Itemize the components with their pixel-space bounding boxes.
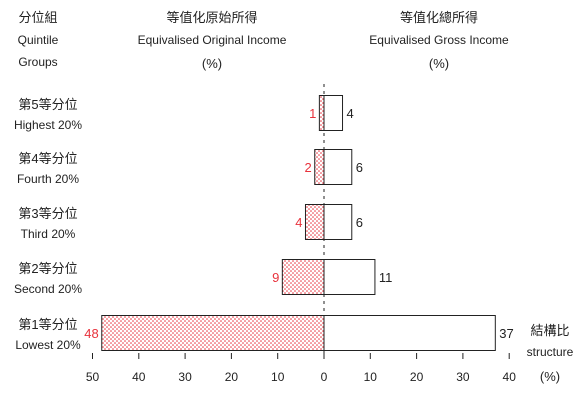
x-tick-label: 40 — [503, 370, 517, 384]
bar-gross-income — [323, 259, 376, 295]
axis-note-en: structure — [527, 345, 574, 359]
x-tick-label: 40 — [132, 370, 146, 384]
value-label-original-income: 4 — [295, 215, 302, 230]
category-header-en-2: Groups — [18, 55, 57, 69]
series-right-title-en: Equivalised Gross Income — [369, 33, 509, 47]
category-labels: 第5等分位 Highest 20% 第4等分位 Fourth 20% 第3等分位 Thir… — [14, 97, 82, 352]
x-tick-label: 0 — [321, 370, 328, 384]
category-label-en: Second 20% — [14, 282, 82, 296]
bar-original-income — [281, 259, 325, 295]
value-labels: 1 4 2 6 4 6 9 11 48 37 — [84, 106, 513, 341]
bar-gross-income — [323, 95, 344, 131]
x-tick-label: 50 — [86, 370, 100, 384]
series-left-title-en: Equivalised Original Income — [138, 33, 287, 47]
series-right-unit: (%) — [429, 56, 449, 71]
x-tick-label: 10 — [364, 370, 378, 384]
axis-note-zh: 結構比 — [530, 323, 569, 338]
x-tick-label: 10 — [271, 370, 285, 384]
axis-note-unit: (%) — [540, 369, 560, 384]
value-label-original-income: 1 — [309, 106, 316, 121]
category-label-en: Highest 20% — [14, 118, 82, 132]
value-label-gross-income: 6 — [356, 215, 363, 230]
value-label-gross-income: 6 — [356, 160, 363, 175]
category-label-zh: 第4等分位 — [18, 151, 77, 166]
value-label-gross-income: 11 — [379, 270, 393, 285]
category-label-zh: 第5等分位 — [18, 97, 77, 112]
bar-original-income — [304, 204, 325, 240]
bar-original-income — [314, 149, 325, 185]
value-label-gross-income: 4 — [347, 106, 354, 121]
x-tick-label: 30 — [178, 370, 192, 384]
category-label-en: Fourth 20% — [17, 172, 79, 186]
x-tick-label: 30 — [456, 370, 470, 384]
x-tick-label: 20 — [410, 370, 424, 384]
x-tick-label: 20 — [225, 370, 239, 384]
category-label-en: Third 20% — [21, 227, 76, 241]
value-label-original-income: 48 — [84, 326, 98, 341]
category-header-en-1: Quintile — [18, 33, 59, 47]
bars — [101, 95, 496, 351]
x-axis: 50 40 30 20 10 0 10 20 30 40 — [86, 84, 516, 384]
category-label-en: Lowest 20% — [15, 338, 81, 352]
bar-original-income — [318, 95, 325, 131]
series-left-title-zh: 等值化原始所得 — [166, 10, 257, 25]
bar-gross-income — [323, 315, 496, 351]
value-label-original-income: 2 — [305, 160, 312, 175]
bar-gross-income — [323, 204, 353, 240]
bar-original-income — [101, 315, 325, 351]
category-label-zh: 第2等分位 — [18, 261, 77, 276]
value-label-original-income: 9 — [272, 270, 279, 285]
value-label-gross-income: 37 — [499, 326, 513, 341]
series-left-unit: (%) — [202, 56, 222, 71]
series-right-title-zh: 等值化總所得 — [400, 10, 478, 25]
category-label-zh: 第3等分位 — [18, 206, 77, 221]
bar-gross-income — [323, 149, 353, 185]
category-header-zh: 分位組 — [18, 10, 57, 25]
category-label-zh: 第1等分位 — [18, 317, 77, 332]
